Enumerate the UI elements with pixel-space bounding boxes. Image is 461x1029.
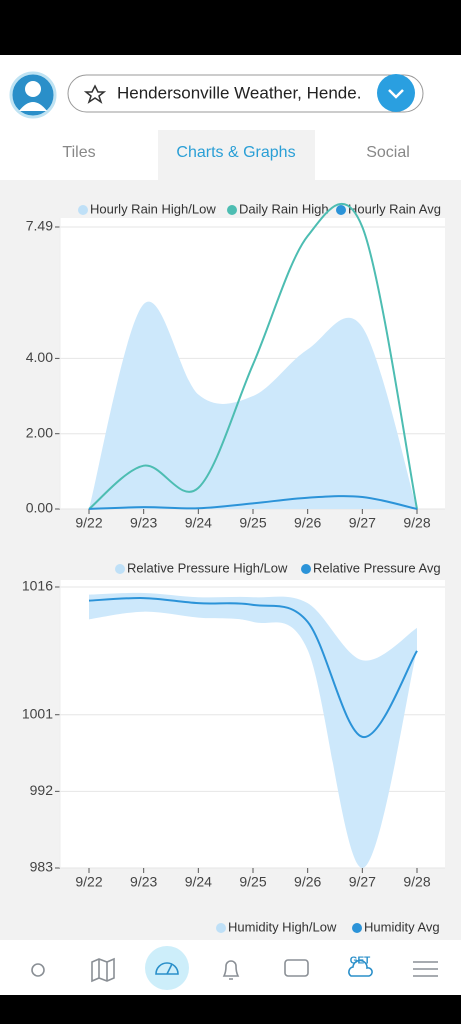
range-band [89, 301, 417, 509]
y-tick-label: 4.00 [26, 349, 53, 365]
tab[interactable]: Tiles [62, 144, 95, 161]
legend-swatch [227, 205, 237, 215]
legend-label: Hourly Rain High/Low [90, 201, 216, 216]
y-tick-label: 992 [30, 782, 54, 798]
alerts-icon[interactable] [222, 960, 240, 980]
star-icon[interactable] [83, 84, 107, 104]
y-tick-label: 1016 [22, 578, 53, 594]
system-bar [0, 995, 461, 1024]
get-label: GET [350, 956, 371, 967]
series-line [88, 202, 418, 510]
x-tick-label: 9/23 [130, 874, 157, 890]
search-text: Hendersonville Weather, Hende. [117, 83, 361, 102]
dashboard-active[interactable] [145, 946, 189, 990]
menu-icon[interactable] [413, 961, 438, 977]
x-tick-label: 9/26 [294, 874, 321, 890]
legend-label: Relative Pressure High/Low [127, 560, 288, 575]
x-tick-label: 9/22 [75, 515, 102, 531]
series-line [88, 597, 418, 738]
legend-swatch [115, 564, 125, 574]
legend-swatch [352, 923, 362, 933]
x-tick-label: 9/26 [294, 515, 321, 531]
legend-label: Relative Pressure Avg [313, 560, 441, 575]
x-tick-label: 9/22 [75, 874, 102, 890]
social-icon[interactable] [284, 959, 309, 977]
tab[interactable]: Social [366, 144, 410, 161]
avatar-head [25, 81, 41, 97]
legend-label: Humidity High/Low [228, 919, 337, 934]
nav-bar [0, 940, 461, 995]
y-tick-label: 2.00 [26, 424, 53, 440]
charts: Hourly Rain High/Low Daily Rain High Hourl… [22, 201, 445, 934]
series-line [88, 495, 418, 510]
dropdown-button[interactable] [377, 74, 415, 112]
legend-swatch [216, 923, 226, 933]
chevron [388, 89, 404, 99]
x-tick-label: 9/24 [185, 515, 212, 531]
tab[interactable]: Charts & Graphs [176, 144, 295, 161]
weather-icon[interactable] [31, 963, 45, 977]
legend-swatch [336, 205, 346, 215]
x-tick-label: 9/25 [239, 515, 266, 531]
x-tick-label: 9/25 [239, 874, 266, 890]
legend-swatch [301, 564, 311, 574]
status-bar [0, 0, 461, 55]
nav-icons [31, 946, 438, 990]
y-tick-label: 0.00 [26, 500, 53, 516]
y-tick-label: 983 [30, 859, 54, 875]
legend-label: Hourly Rain Avg [348, 201, 441, 216]
x-tick-label: 9/23 [130, 515, 157, 531]
map-icon[interactable] [91, 957, 115, 983]
y-tick-label: 1001 [22, 705, 53, 721]
get-icon[interactable] [348, 959, 373, 977]
y-tick-label: 7.49 [26, 218, 53, 234]
avatar-body [19, 102, 47, 111]
legend-label: Daily Rain High [239, 201, 329, 216]
active-tab-bg [158, 130, 315, 180]
x-tick-label: 9/27 [349, 515, 376, 531]
search-box[interactable] [67, 74, 424, 113]
x-tick-label: 9/28 [403, 515, 430, 531]
legend-label: Humidity Avg [364, 919, 440, 934]
range-band [89, 592, 417, 868]
x-tick-label: 9/28 [403, 874, 430, 890]
x-tick-label: 9/27 [349, 874, 376, 890]
x-tick-label: 9/24 [185, 874, 212, 890]
legend-swatch [78, 205, 88, 215]
dashboard-icon [155, 962, 179, 975]
